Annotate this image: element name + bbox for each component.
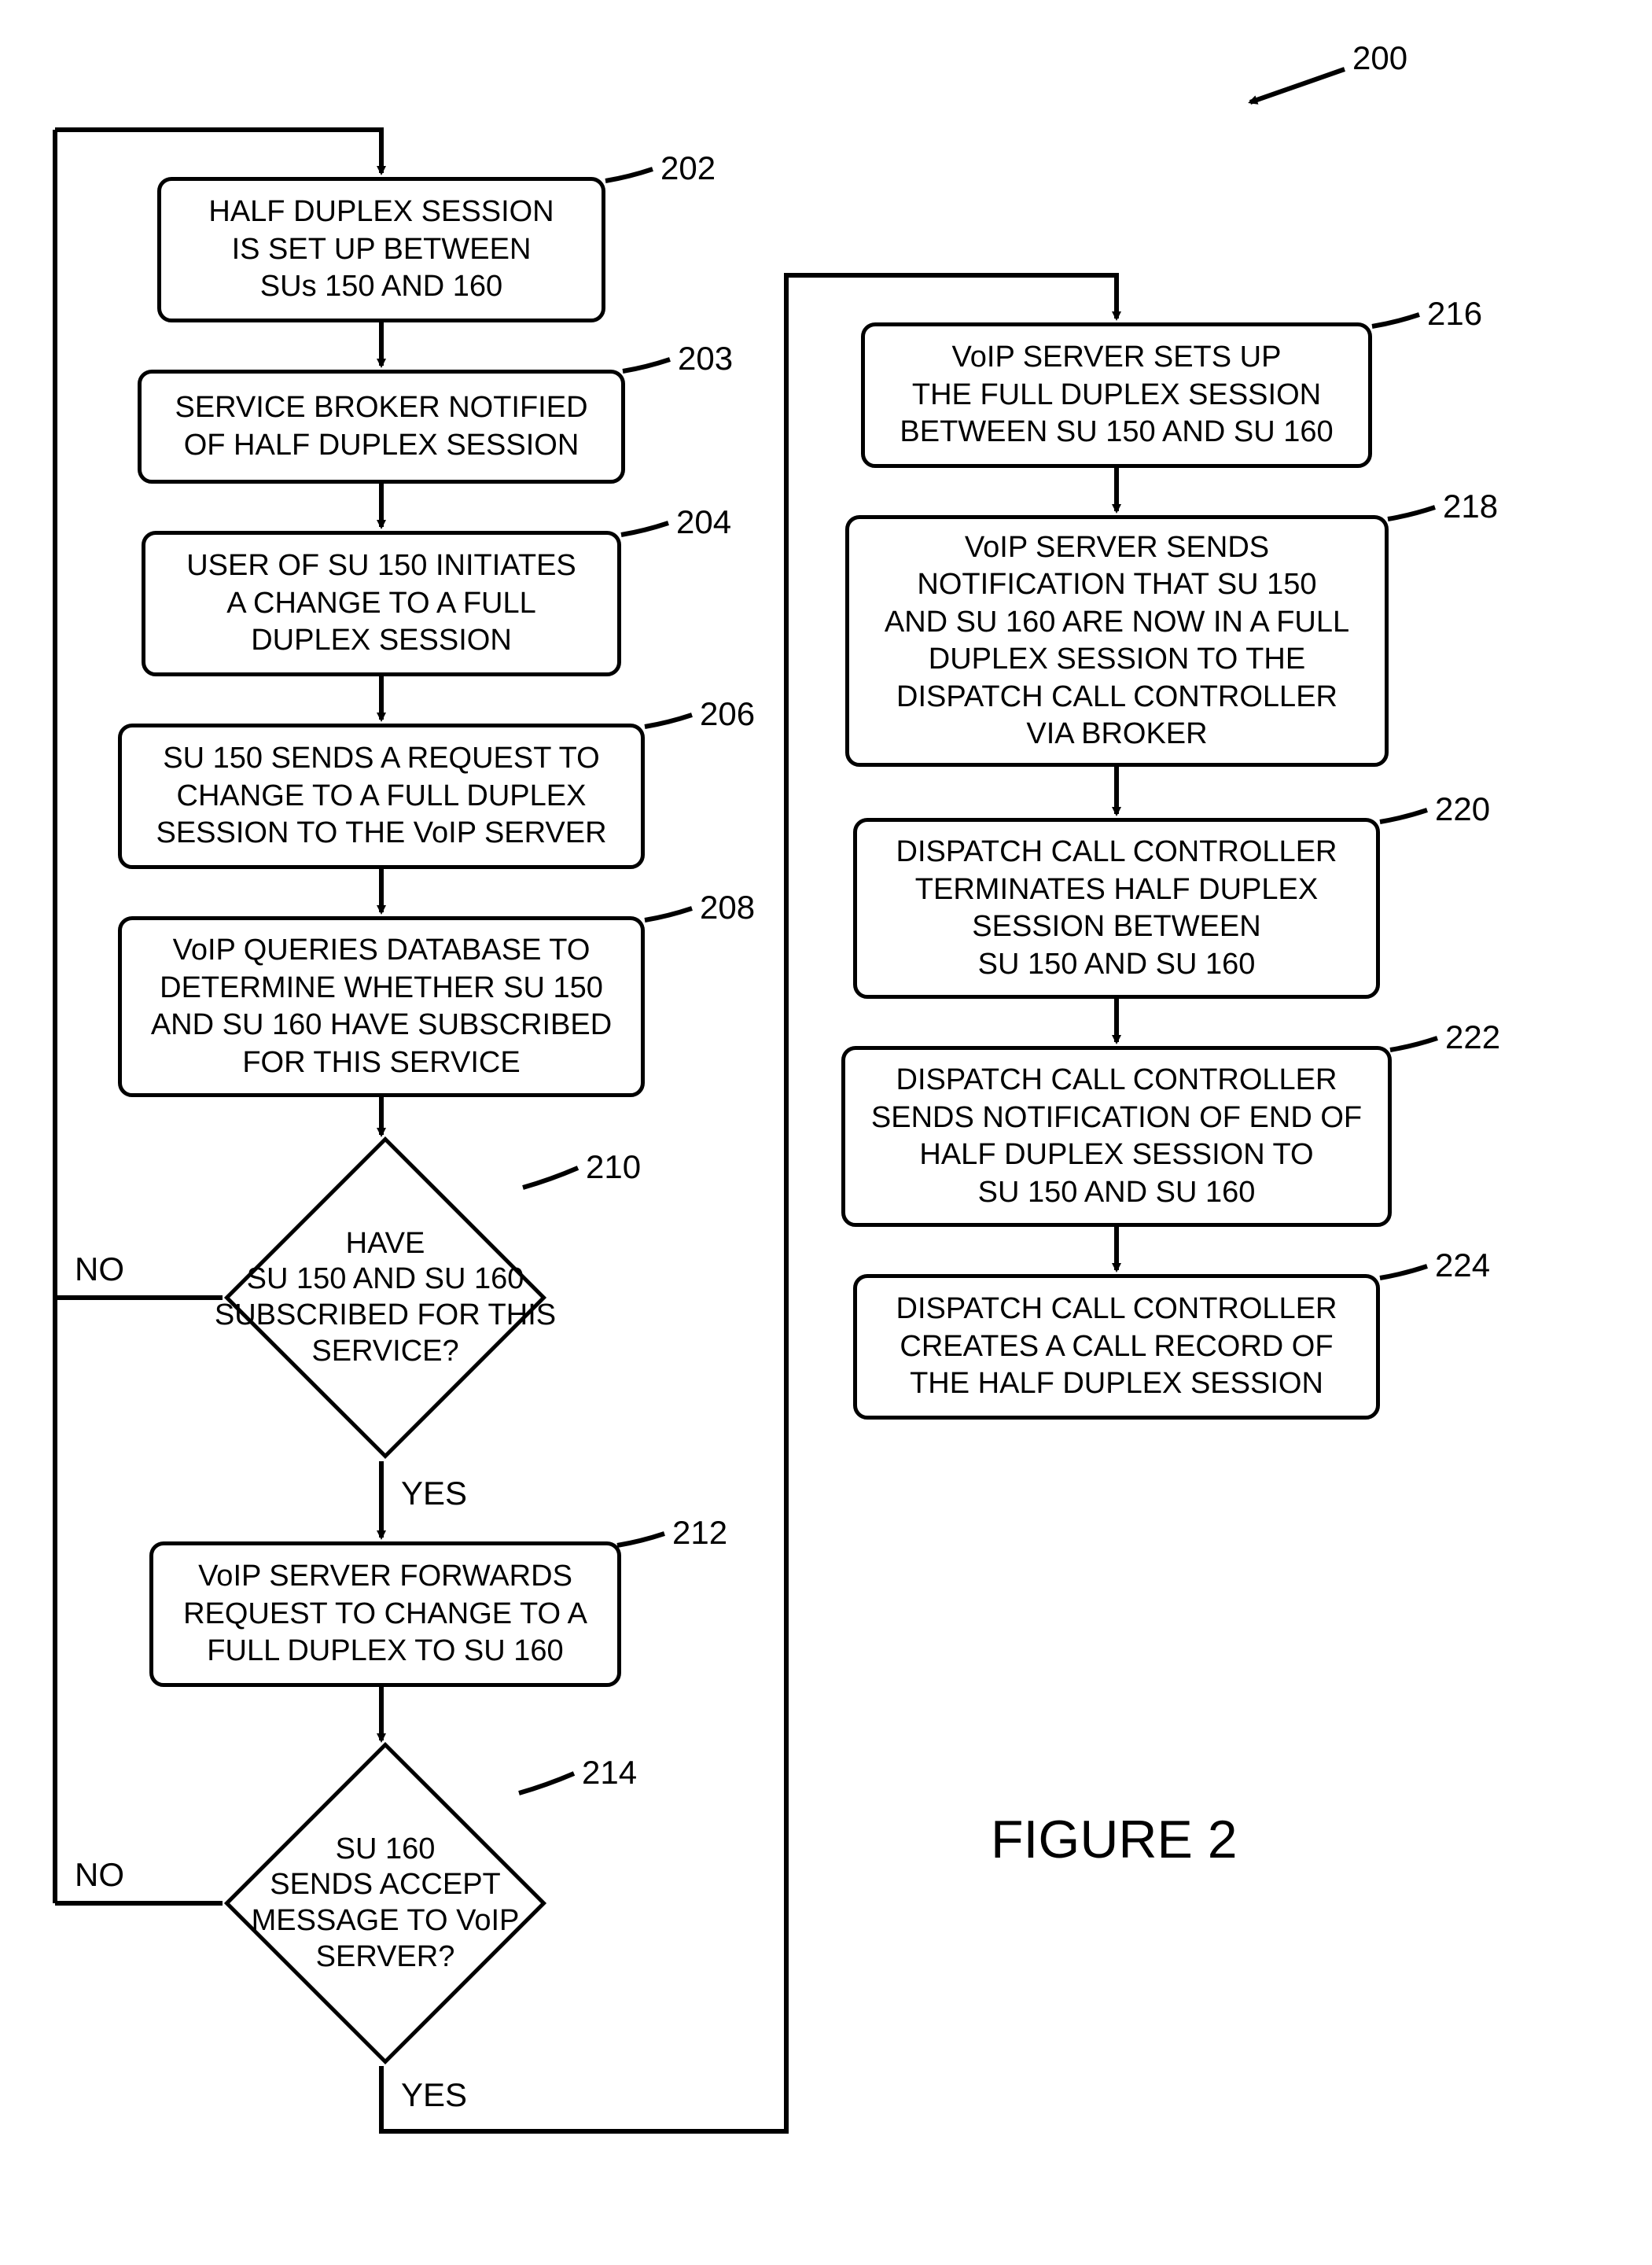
ref-212: 212 bbox=[672, 1514, 727, 1552]
process-206-text: SU 150 SENDS A REQUEST TOCHANGE TO A FUL… bbox=[156, 740, 606, 853]
process-208: VoIP QUERIES DATABASE TODETERMINE WHETHE… bbox=[118, 916, 645, 1097]
ref-208: 208 bbox=[700, 889, 755, 926]
flowchart-figure-2: 200 HALF DUPLEX SESSIONIS SET UP BETWEEN… bbox=[0, 0, 1652, 2265]
ref-214: 214 bbox=[582, 1754, 637, 1792]
process-222-text: DISPATCH CALL CONTROLLERSENDS NOTIFICATI… bbox=[871, 1062, 1362, 1211]
process-216-text: VoIP SERVER SETS UPTHE FULL DUPLEX SESSI… bbox=[900, 339, 1333, 451]
process-202: HALF DUPLEX SESSIONIS SET UP BETWEENSUs … bbox=[157, 177, 605, 322]
process-220-text: DISPATCH CALL CONTROLLERTERMINATES HALF … bbox=[896, 834, 1337, 983]
process-212-text: VoIP SERVER FORWARDSREQUEST TO CHANGE TO… bbox=[183, 1558, 587, 1670]
process-222: DISPATCH CALL CONTROLLERSENDS NOTIFICATI… bbox=[841, 1046, 1392, 1227]
ref-218: 218 bbox=[1443, 488, 1498, 525]
decision-214: SU 160SENDS ACCEPTMESSAGE TO VoIPSERVER? bbox=[224, 1742, 546, 2064]
decision-214-text: SU 160SENDS ACCEPTMESSAGE TO VoIPSERVER? bbox=[197, 1801, 574, 2005]
ref-216: 216 bbox=[1427, 295, 1482, 333]
ref-203: 203 bbox=[678, 340, 733, 378]
process-204-text: USER OF SU 150 INITIATESA CHANGE TO A FU… bbox=[186, 547, 576, 660]
label-no-210: NO bbox=[75, 1250, 124, 1288]
label-yes-214: YES bbox=[401, 2076, 467, 2114]
decision-210: HAVESU 150 AND SU 160SUBSCRIBED FOR THIS… bbox=[224, 1136, 546, 1459]
process-206: SU 150 SENDS A REQUEST TOCHANGE TO A FUL… bbox=[118, 724, 645, 869]
process-212: VoIP SERVER FORWARDSREQUEST TO CHANGE TO… bbox=[149, 1541, 621, 1687]
process-203-text: SERVICE BROKER NOTIFIEDOF HALF DUPLEX SE… bbox=[175, 389, 587, 464]
process-204: USER OF SU 150 INITIATESA CHANGE TO A FU… bbox=[142, 531, 621, 676]
ref-224: 224 bbox=[1435, 1247, 1490, 1284]
ref-222: 222 bbox=[1445, 1018, 1500, 1056]
ref-210: 210 bbox=[586, 1148, 641, 1186]
figure-title: FIGURE 2 bbox=[991, 1809, 1238, 1870]
process-216: VoIP SERVER SETS UPTHE FULL DUPLEX SESSI… bbox=[861, 322, 1372, 468]
label-yes-210: YES bbox=[401, 1475, 467, 1512]
process-203: SERVICE BROKER NOTIFIEDOF HALF DUPLEX SE… bbox=[138, 370, 625, 484]
process-224-text: DISPATCH CALL CONTROLLERCREATES A CALL R… bbox=[896, 1291, 1337, 1403]
label-no-214: NO bbox=[75, 1856, 124, 1894]
process-208-text: VoIP QUERIES DATABASE TODETERMINE WHETHE… bbox=[151, 932, 612, 1081]
process-202-text: HALF DUPLEX SESSIONIS SET UP BETWEENSUs … bbox=[208, 193, 554, 306]
decision-210-text: HAVESU 150 AND SU 160SUBSCRIBED FOR THIS… bbox=[181, 1195, 590, 1400]
ref-204: 204 bbox=[676, 503, 731, 541]
ref-206: 206 bbox=[700, 695, 755, 733]
process-220: DISPATCH CALL CONTROLLERTERMINATES HALF … bbox=[853, 818, 1380, 999]
process-218-text: VoIP SERVER SENDSNOTIFICATION THAT SU 15… bbox=[885, 529, 1349, 753]
ref-220: 220 bbox=[1435, 790, 1490, 828]
ref-202: 202 bbox=[660, 149, 716, 187]
process-218: VoIP SERVER SENDSNOTIFICATION THAT SU 15… bbox=[845, 515, 1389, 767]
ref-200: 200 bbox=[1352, 39, 1407, 77]
process-224: DISPATCH CALL CONTROLLERCREATES A CALL R… bbox=[853, 1274, 1380, 1420]
